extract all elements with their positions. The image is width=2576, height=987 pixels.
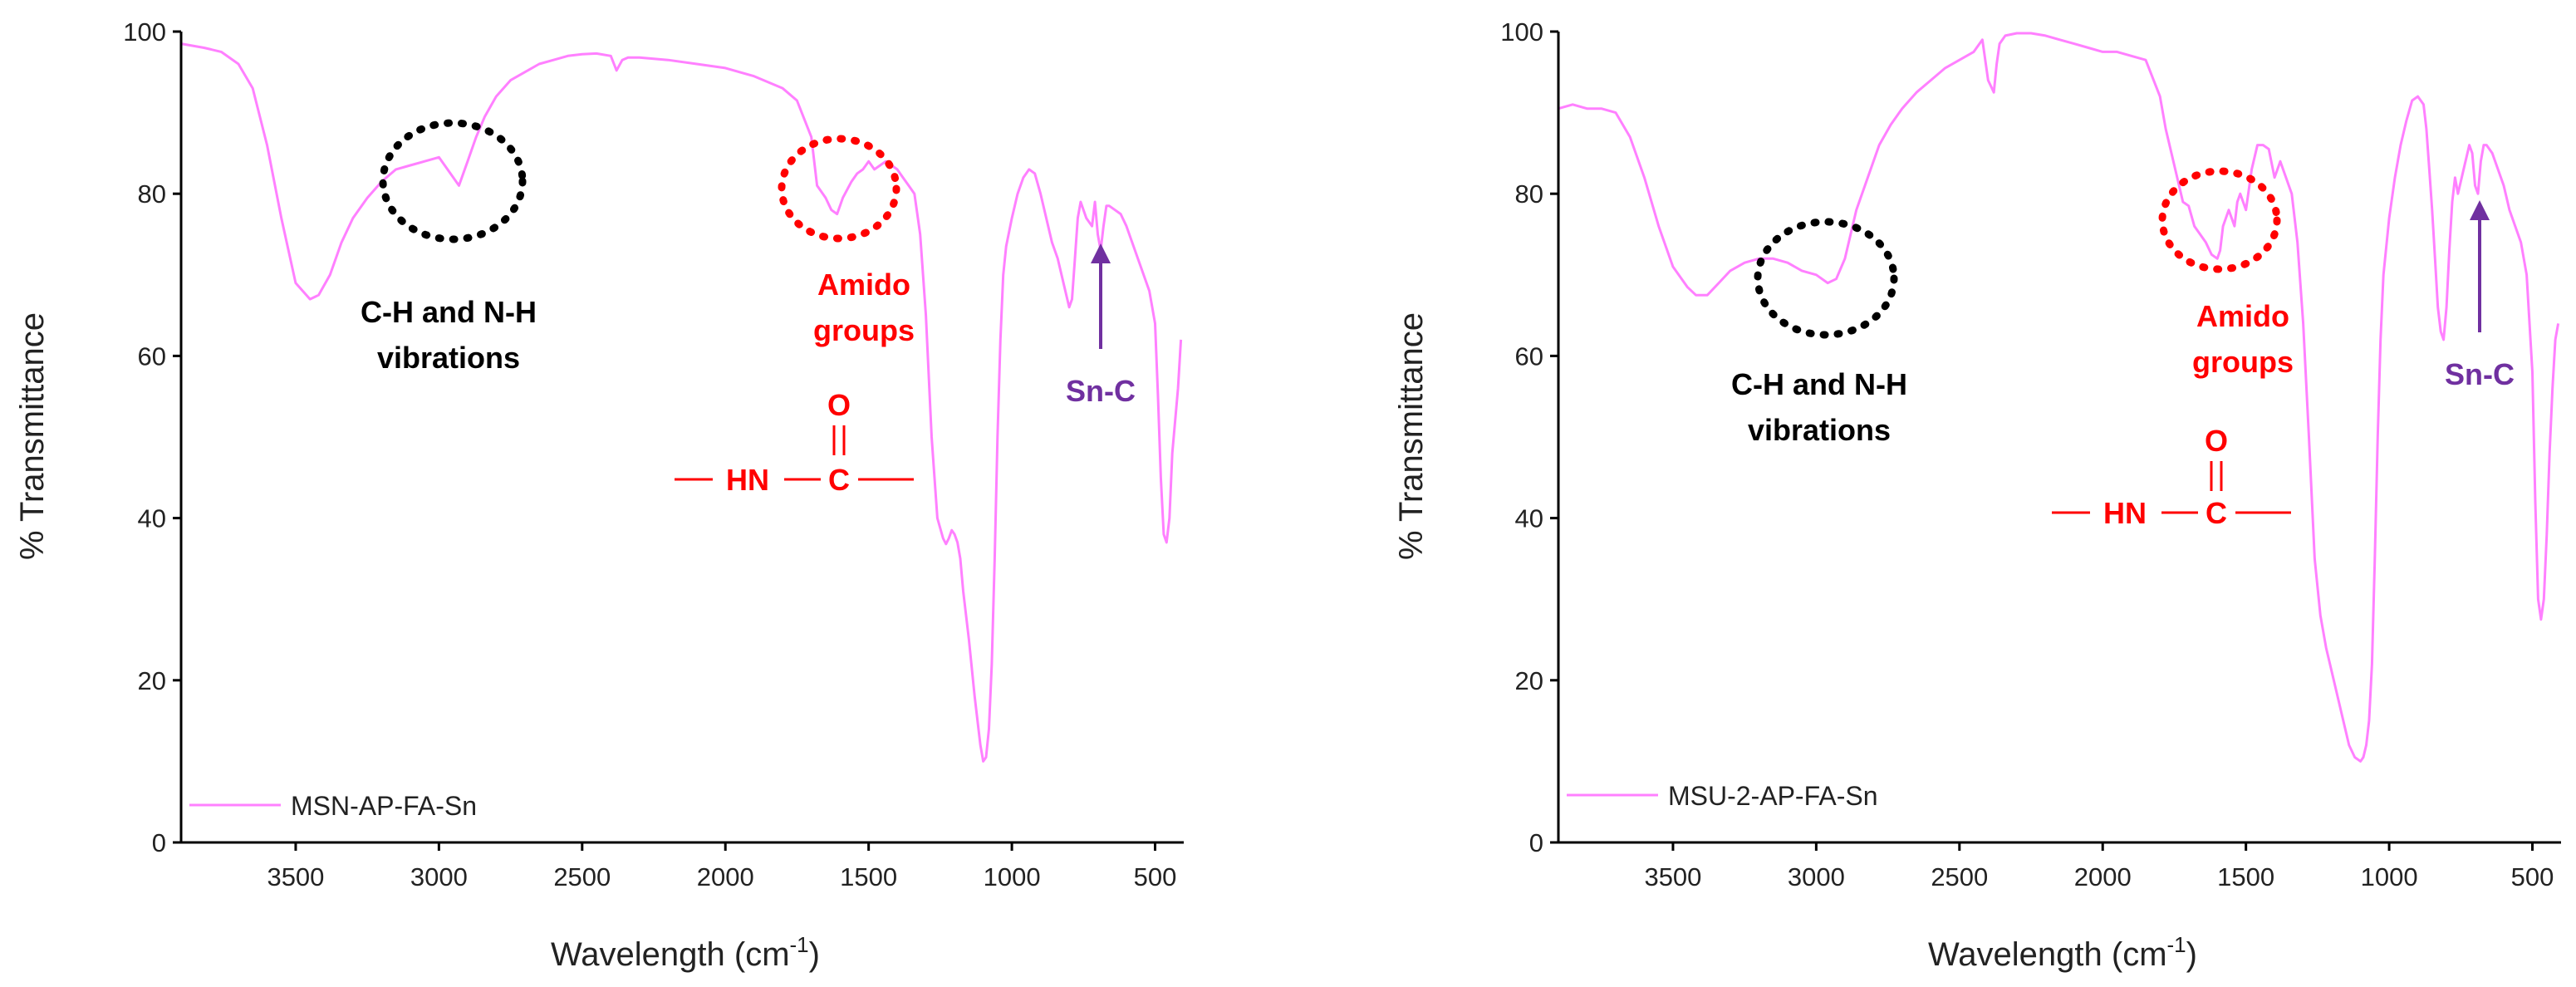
ch-nh-circle bbox=[1754, 218, 1898, 339]
snc-label: Sn-C bbox=[1066, 374, 1136, 408]
amido-structure: O HN C bbox=[675, 388, 914, 497]
axes-left: 0 20 40 60 80 100 3500 3000 2500 2000 1500 1000 500 bbox=[123, 17, 1184, 891]
legend-label: MSN-AP-FA-Sn bbox=[291, 791, 477, 821]
x-tick-label: 2500 bbox=[553, 862, 611, 891]
y-tick-label: 100 bbox=[123, 17, 166, 47]
spectrum-line-msu-2-ap-fa-sn bbox=[1558, 32, 2560, 763]
x-tick-label: 3000 bbox=[1788, 862, 1845, 891]
y-tick-label: 60 bbox=[138, 341, 166, 371]
x-tick-label: 2000 bbox=[697, 862, 754, 891]
y-tick-label: 0 bbox=[1529, 828, 1543, 857]
amido-label-line1: Amido bbox=[2196, 299, 2289, 333]
legend-right: MSU-2-AP-FA-Sn bbox=[1567, 781, 1877, 811]
amido-carbon: C bbox=[828, 463, 850, 497]
amido-hn: HN bbox=[2103, 496, 2147, 530]
amido-oxygen: O bbox=[827, 388, 851, 422]
ch-nh-label-line1: C-H and N-H bbox=[1731, 367, 1907, 401]
axes-right: 0 20 40 60 80 100 3500 3000 2500 2000 1500 1000 500 bbox=[1500, 17, 2561, 891]
amido-structure: O HN C bbox=[2052, 424, 2291, 530]
ch-nh-label-line1: C-H and N-H bbox=[361, 295, 537, 329]
amido-circle bbox=[778, 135, 900, 243]
amido-label-line2: groups bbox=[2192, 345, 2294, 379]
x-tick-label: 1500 bbox=[2217, 862, 2274, 891]
y-tick-label: 60 bbox=[1515, 341, 1543, 371]
series-group-left bbox=[180, 42, 1183, 763]
amido-circle bbox=[2158, 167, 2281, 273]
x-tick-label: 1500 bbox=[840, 862, 897, 891]
x-tick-label: 500 bbox=[2511, 862, 2554, 891]
y-tick-label: 100 bbox=[1500, 17, 1543, 47]
y-tick-label: 20 bbox=[1515, 666, 1543, 695]
x-tick-label: 500 bbox=[1134, 862, 1177, 891]
x-tick-label: 2000 bbox=[2074, 862, 2132, 891]
legend-left: MSN-AP-FA-Sn bbox=[189, 791, 477, 821]
amido-carbon: C bbox=[2206, 496, 2227, 530]
y-tick-label: 0 bbox=[152, 828, 166, 857]
x-axis-title: Wavelength (cm-1) bbox=[1928, 932, 2197, 973]
x-tick-label: 1000 bbox=[2361, 862, 2418, 891]
x-tick-label: 2500 bbox=[1931, 862, 1988, 891]
amido-label-line1: Amido bbox=[817, 268, 910, 302]
y-axis-title: % Transmittance bbox=[14, 312, 51, 560]
y-tick-label: 40 bbox=[1515, 504, 1543, 533]
legend-label: MSU-2-AP-FA-Sn bbox=[1668, 781, 1877, 811]
y-tick-label: 80 bbox=[138, 179, 166, 209]
y-tick-label: 40 bbox=[138, 504, 166, 533]
amido-label-line2: groups bbox=[813, 313, 915, 347]
x-tick-label: 3500 bbox=[267, 862, 324, 891]
x-tick-label: 3000 bbox=[410, 862, 468, 891]
y-axis-title: % Transmittance bbox=[1393, 312, 1430, 560]
y-tick-label: 20 bbox=[138, 666, 166, 695]
x-tick-label: 1000 bbox=[984, 862, 1041, 891]
ch-nh-label-line2: vibrations bbox=[377, 341, 520, 375]
x-axis-title: Wavelength (cm-1) bbox=[551, 932, 820, 973]
spectrum-line-msn-ap-fa-sn bbox=[180, 42, 1183, 763]
ch-nh-label-line2: vibrations bbox=[1748, 413, 1891, 447]
series-group-right bbox=[1558, 32, 2560, 763]
y-tick-label: 80 bbox=[1515, 179, 1543, 209]
amido-hn: HN bbox=[726, 463, 769, 497]
snc-label: Sn-C bbox=[2445, 357, 2515, 391]
amido-oxygen: O bbox=[2205, 424, 2228, 458]
x-tick-label: 3500 bbox=[1644, 862, 1701, 891]
ch-nh-circle bbox=[379, 119, 527, 243]
